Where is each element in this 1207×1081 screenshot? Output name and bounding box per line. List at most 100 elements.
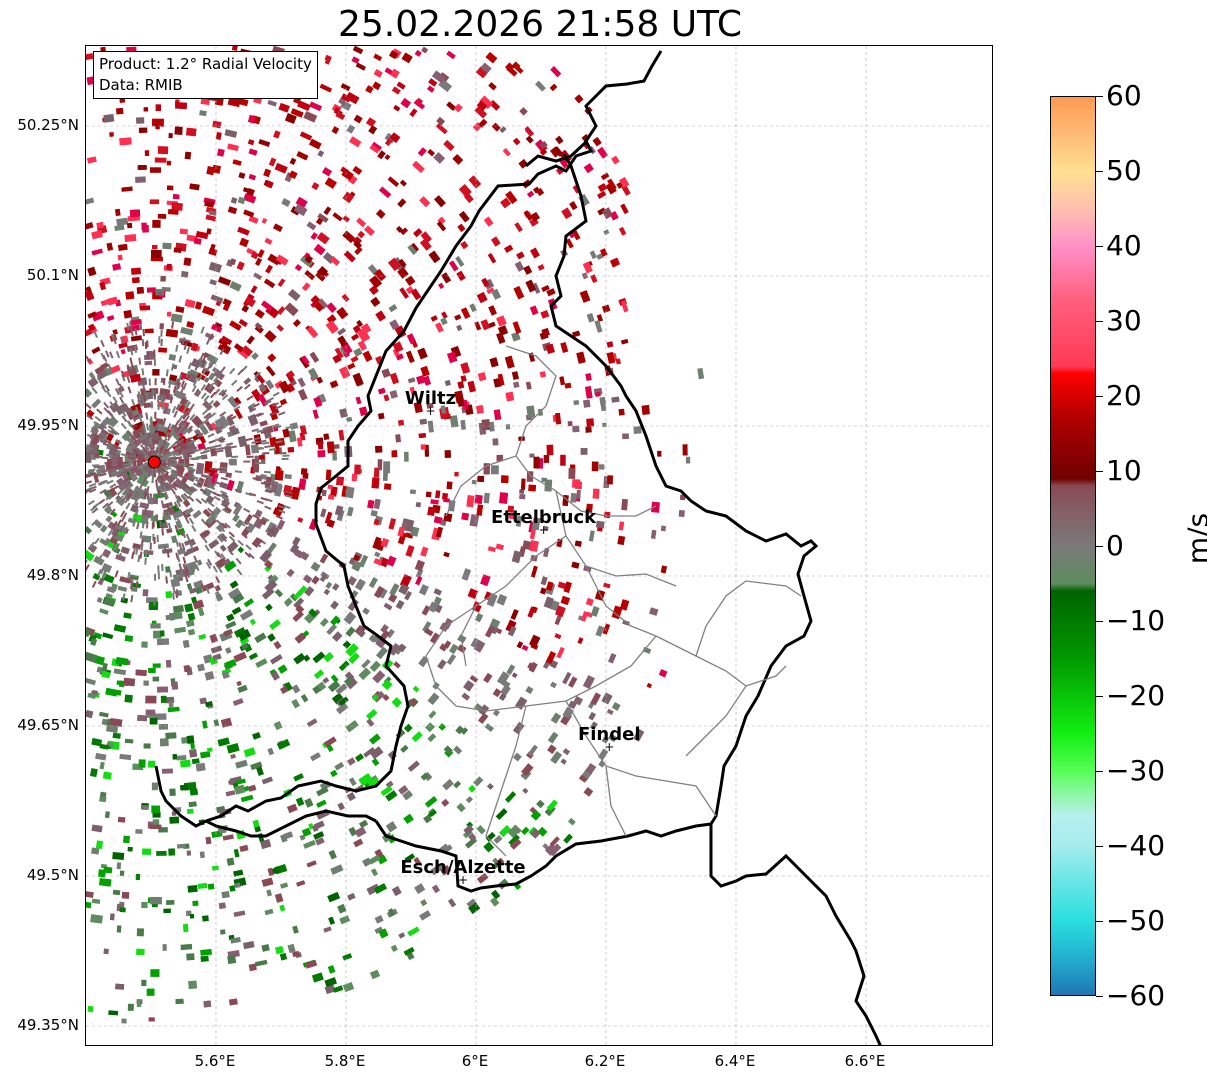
echo-bin [562,748,570,756]
echo-bin [646,682,653,689]
echo-bin [211,865,219,871]
echo-bin [373,883,387,894]
echo-bin [160,500,165,508]
echo-bin [143,680,149,686]
echo-bin [126,375,131,384]
echo-bin [98,433,106,439]
echo-bin [157,402,161,410]
echo-bin [156,469,162,477]
city-label-wiltz: Wiltz [405,388,456,409]
echo-bin [182,382,188,390]
echo-bin [287,446,295,453]
echo-bin [600,172,610,181]
product-info-box: Product: 1.2° Radial Velocity Data: RMIB [93,51,318,99]
echo-bin [156,535,159,543]
echo-bin [168,374,178,382]
echo-bin [323,736,337,748]
echo-bin [86,433,95,439]
echo-bin [135,406,140,415]
echo-bin [138,759,146,768]
echo-bin [144,328,154,334]
echo-bin [186,463,194,467]
echo-bin [173,410,178,418]
echo-bin [146,485,150,494]
echo-bin [174,494,181,502]
echo-bin [570,492,577,503]
echo-bin [254,371,262,378]
echo-bin [155,514,159,522]
echo-bin [94,415,102,422]
echo-bin [158,440,164,449]
echo-bin [120,546,130,555]
echo-bin [169,396,174,404]
echo-bin [169,788,176,797]
colorbar-tick-label: 40 [1106,229,1142,262]
echo-bin [330,674,339,683]
echo-bin [109,508,116,516]
echo-bin [495,543,504,550]
echo-bin [452,153,464,165]
echo-bin [122,512,128,520]
echo-bin [138,482,144,490]
echo-bin [512,321,522,334]
echo-bin [346,506,354,517]
echo-bin [157,146,169,155]
echo-bin [245,437,253,442]
echo-bin [290,486,301,500]
echo-bin [248,215,259,224]
echo-bin [142,424,147,433]
echo-bin [284,302,299,317]
echo-bin [166,460,174,463]
echo-bin [583,399,591,408]
echo-bin [579,290,591,303]
echo-bin [505,190,518,205]
echo-bin [254,826,262,833]
echo-bin [167,522,172,530]
echo-bin [483,841,495,853]
echo-bin [176,755,187,761]
echo-bin [175,539,180,547]
echo-bin [111,454,118,467]
echo-bin [162,438,168,446]
echo-bin [343,351,351,358]
echo-bin [324,511,333,525]
echo-bin [179,528,184,537]
colorbar-tick-label: −30 [1106,754,1166,787]
echo-bin [454,471,459,477]
echo-bin [237,435,248,448]
echo-bin [86,480,93,485]
echo-bin [278,509,286,514]
echo-bin [259,549,273,563]
city-marker: + [604,740,614,754]
radar-map[interactable]: + Wiltz + Ettelbruck + Findel + Esch/Alzette [85,45,993,1046]
echo-bin [476,405,484,414]
echo-bin [162,394,166,403]
echo-bin [148,378,151,386]
echo-bin [221,500,229,506]
echo-bin [100,479,109,485]
echo-bin [192,482,201,488]
echo-bin [601,736,609,744]
echo-bin [243,460,251,463]
echo-bin [100,524,108,533]
echo-bin [103,948,109,955]
echo-bin [523,265,533,275]
echo-bin [115,656,129,666]
echo-bin [438,282,445,289]
echo-bin [99,608,109,615]
echo-bin [254,541,262,548]
echo-bin [91,824,103,833]
echo-bin [150,427,153,435]
echo-bin [215,594,224,602]
echo-bin [195,231,209,240]
echo-bin [210,447,218,457]
echo-bin [279,398,288,406]
echo-bin [306,718,318,728]
echo-bin [123,309,133,319]
echo-bin [173,389,187,400]
echo-bin [166,185,174,191]
echo-bin [195,478,203,484]
lon-tick-label: 6.2°E [584,1052,626,1070]
echo-bin [428,250,441,264]
echo-bin [220,476,228,481]
